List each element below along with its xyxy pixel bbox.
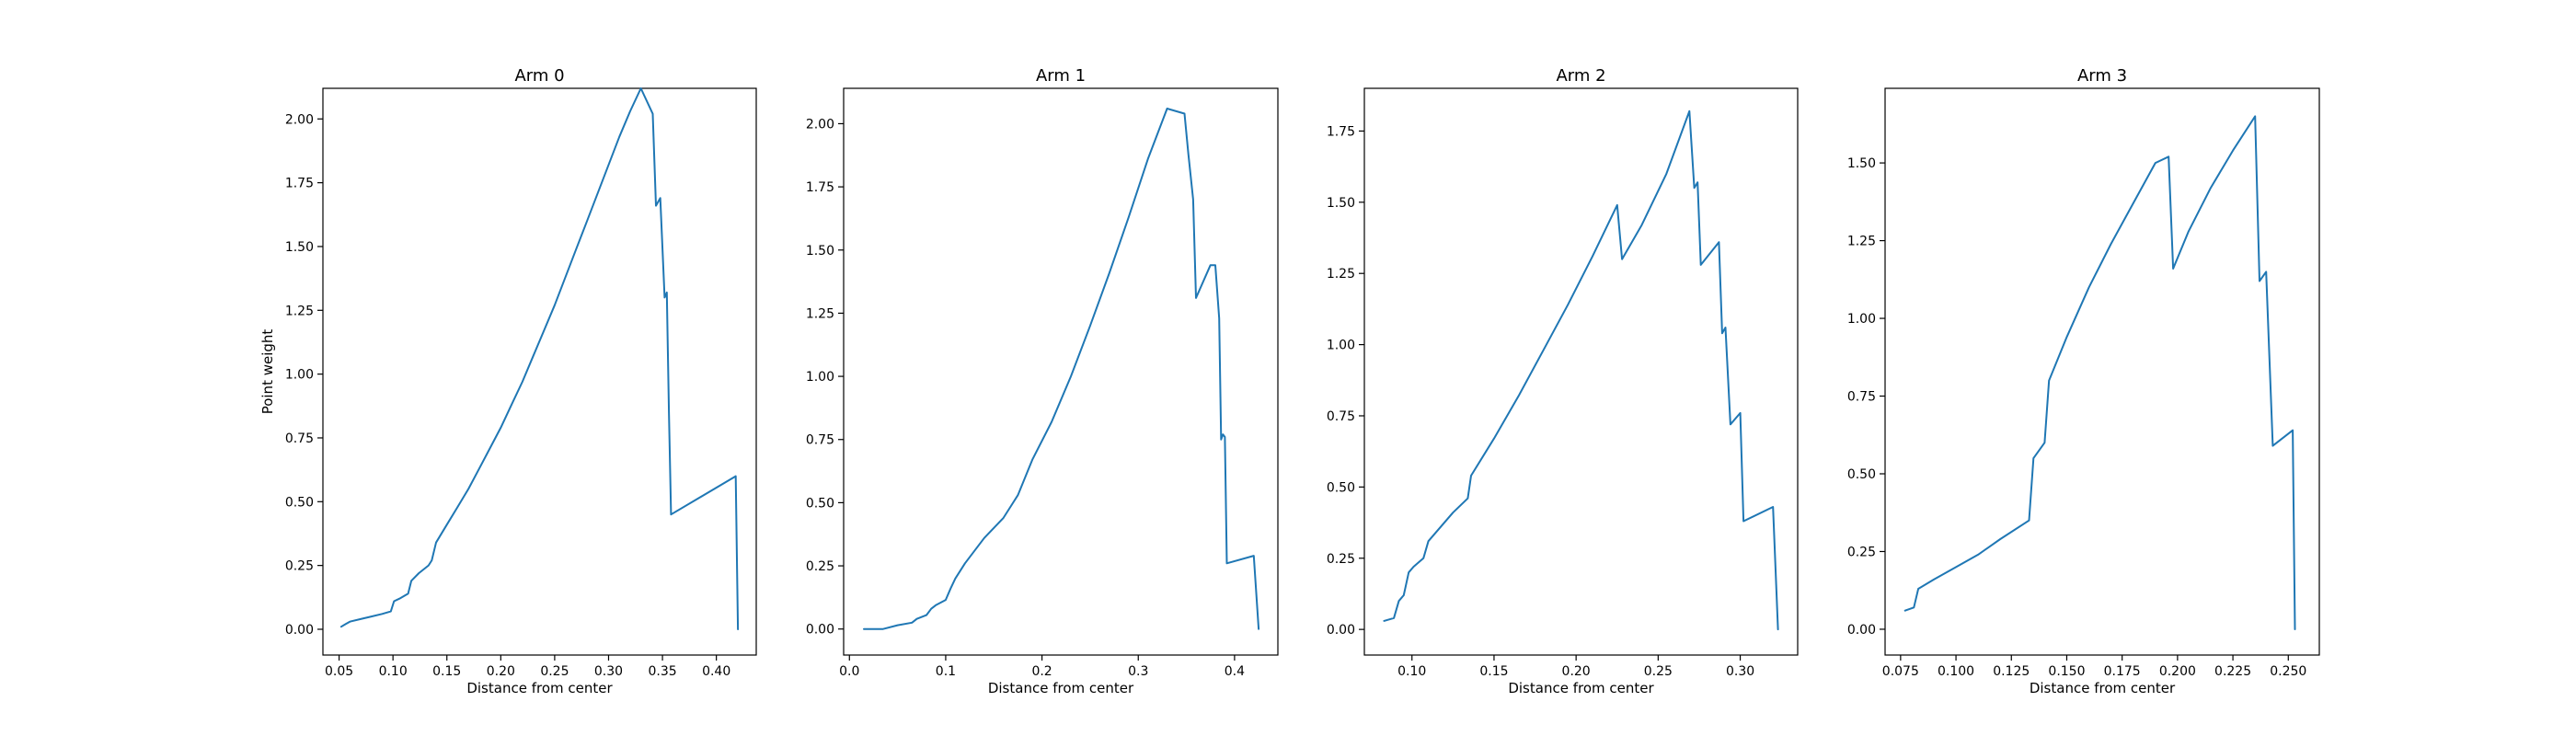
series-line <box>339 87 740 630</box>
y-tick-label: 2.00 <box>285 112 314 127</box>
series-line <box>1383 109 1779 631</box>
y-tick-label: 1.25 <box>1847 235 1876 249</box>
x-tick-label: 0.30 <box>594 664 623 679</box>
y-tick-label: 1.00 <box>285 368 314 383</box>
chart-title: Arm 0 <box>514 66 564 86</box>
x-axis-label: Distance from center <box>1508 680 1654 696</box>
y-tick-label: 1.50 <box>1847 156 1876 171</box>
x-tick-label: 0.150 <box>2048 664 2085 679</box>
x-tick-label: 0.075 <box>1882 664 1919 679</box>
y-tick-label: 0.50 <box>1327 480 1355 495</box>
axes-frame <box>1884 87 2320 656</box>
series-line <box>1903 115 2296 630</box>
y-tick-label: 1.00 <box>1327 339 1355 353</box>
x-tick-label: 0.25 <box>540 664 569 679</box>
x-tick-label: 0.0 <box>839 664 859 679</box>
chart-title: Arm 2 <box>1556 66 1605 86</box>
x-tick-label: 0.10 <box>1397 664 1426 679</box>
y-tick-label: 0.50 <box>285 495 314 510</box>
y-tick-label: 0.75 <box>285 431 314 446</box>
x-axis-label: Distance from center <box>988 680 1134 696</box>
y-tick-label: 0.50 <box>1847 467 1876 482</box>
x-tick-label: 0.100 <box>1938 664 1974 679</box>
y-tick-label: 0.00 <box>1327 623 1355 638</box>
subplot-arm-0: 0.05 0.10 0.15 0.20 0.25 0.30 0.35 0.40 0.00 0.25… <box>259 66 757 696</box>
y-tick-label: 0.75 <box>1847 390 1876 405</box>
x-tick-label: 0.30 <box>1726 664 1754 679</box>
y-tick-label: 1.75 <box>806 180 834 195</box>
x-tick-label: 0.4 <box>1225 664 1245 679</box>
x-tick-label: 0.225 <box>2214 664 2251 679</box>
y-tick-label: 1.75 <box>1327 124 1355 139</box>
y-tick-label: 1.25 <box>285 304 314 318</box>
y-tick-label: 1.50 <box>1327 196 1355 211</box>
x-tick-label: 0.20 <box>1562 664 1591 679</box>
chart-title: Arm 1 <box>1036 66 1086 86</box>
x-tick-label: 0.175 <box>2104 664 2141 679</box>
chart-title: Arm 3 <box>2077 66 2127 86</box>
x-tick-label: 0.125 <box>1993 664 2030 679</box>
y-tick-label: 1.50 <box>285 240 314 255</box>
x-tick-label: 0.10 <box>379 664 408 679</box>
x-tick-label: 0.2 <box>1031 664 1052 679</box>
x-tick-label: 0.35 <box>648 664 676 679</box>
y-tick-label: 0.00 <box>285 623 314 638</box>
y-tick-label: 0.25 <box>285 559 314 574</box>
y-tick-label: 0.75 <box>806 433 834 448</box>
x-tick-label: 0.25 <box>1644 664 1673 679</box>
y-tick-label: 0.50 <box>806 496 834 511</box>
x-tick-label: 0.15 <box>1479 664 1508 679</box>
axes-frame <box>1363 87 1799 656</box>
x-tick-label: 0.05 <box>325 664 353 679</box>
x-tick-label: 0.1 <box>936 664 956 679</box>
x-tick-label: 0.250 <box>2270 664 2306 679</box>
axes-frame <box>322 87 757 656</box>
x-tick-label: 0.20 <box>487 664 515 679</box>
x-tick-label: 0.15 <box>432 664 461 679</box>
y-tick-label: 1.00 <box>806 370 834 385</box>
y-tick-label: 0.00 <box>806 623 834 638</box>
x-tick-label: 0.40 <box>702 664 730 679</box>
y-tick-label: 0.25 <box>806 559 834 574</box>
series-line <box>863 108 1260 630</box>
x-tick-label: 0.3 <box>1128 664 1148 679</box>
y-tick-label: 0.75 <box>1327 409 1355 424</box>
y-tick-label: 0.25 <box>1327 552 1355 567</box>
y-tick-label: 0.00 <box>1847 623 1876 638</box>
y-tick-label: 1.25 <box>806 306 834 321</box>
x-axis-label: Distance from center <box>2030 680 2176 696</box>
y-tick-label: 1.25 <box>1327 267 1355 282</box>
y-axis-label: Point weight <box>259 329 276 415</box>
x-axis-label: Distance from center <box>466 680 613 696</box>
subplot-arm-3: 0.075 0.100 0.125 0.150 0.175 0.200 0.225 0.250… <box>1847 66 2320 696</box>
axes-frame <box>843 87 1279 656</box>
y-tick-label: 1.50 <box>806 244 834 259</box>
y-tick-label: 1.00 <box>1847 312 1876 327</box>
x-tick-label: 0.200 <box>2159 664 2196 679</box>
y-tick-label: 0.25 <box>1847 545 1876 559</box>
y-tick-label: 2.00 <box>806 117 834 132</box>
y-tick-label: 1.75 <box>285 177 314 191</box>
subplot-arm-1: 0.0 0.1 0.2 0.3 0.4 0.00 0.25 0.50 0.75 1.00 1.25 1… <box>806 66 1279 696</box>
subplot-arm-2: 0.10 0.15 0.20 0.25 0.30 0.00 0.25 0.50 0.75 1.00… <box>1327 66 1799 696</box>
